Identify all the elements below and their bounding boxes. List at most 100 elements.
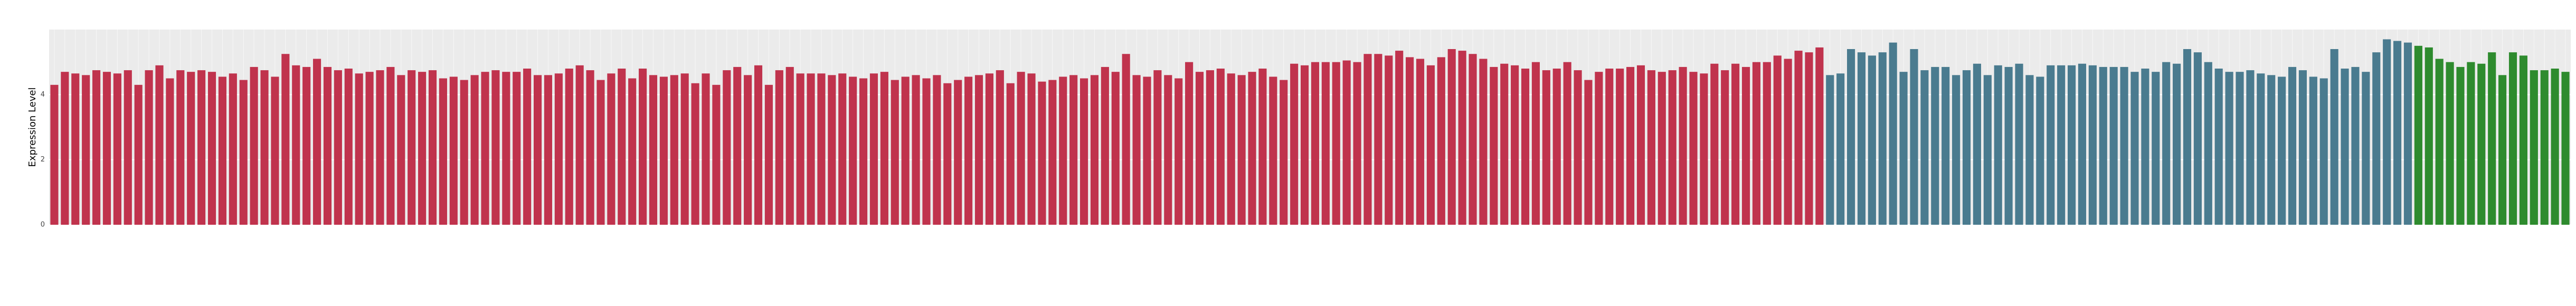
bar — [1175, 78, 1183, 225]
bar — [1531, 62, 1540, 225]
bar — [2446, 62, 2454, 225]
bar — [1658, 72, 1666, 225]
bar — [649, 75, 658, 225]
bar — [250, 66, 258, 225]
bar — [807, 73, 815, 225]
bar — [943, 83, 952, 225]
bar — [954, 80, 962, 225]
bar — [712, 84, 721, 225]
bar — [2519, 55, 2527, 225]
bar — [533, 75, 542, 225]
bar — [1426, 65, 1435, 225]
bar — [2278, 77, 2286, 225]
bar — [1752, 62, 1760, 225]
bar — [470, 75, 479, 225]
bar — [1027, 73, 1036, 225]
bar — [1574, 70, 1582, 225]
bar — [2298, 70, 2307, 225]
bar — [2561, 72, 2570, 225]
bar — [1521, 69, 1530, 225]
bar — [1910, 49, 1918, 225]
bar — [2183, 49, 2192, 225]
bar — [754, 65, 763, 225]
bar — [218, 77, 226, 225]
bar — [1363, 54, 1372, 225]
bar — [2530, 70, 2538, 225]
bar — [933, 75, 941, 225]
bar — [1826, 75, 1834, 225]
bar — [1227, 73, 1235, 225]
bar — [1636, 65, 1645, 225]
bar — [1185, 62, 1194, 225]
bar — [1931, 66, 1939, 225]
bar — [1111, 72, 1120, 225]
bar — [2214, 69, 2223, 225]
bar — [2372, 52, 2381, 225]
bar — [1038, 81, 1046, 225]
bar — [2319, 78, 2328, 225]
bar — [1878, 52, 1887, 225]
bar — [1721, 70, 1729, 225]
bar — [1132, 75, 1141, 225]
bar — [985, 73, 993, 225]
bar — [2351, 66, 2360, 225]
y-tick-label: 2 — [41, 156, 45, 164]
bar — [964, 77, 973, 225]
bar — [312, 59, 321, 225]
bar — [1406, 57, 1414, 225]
bar — [1836, 73, 1845, 225]
bar — [1153, 70, 1162, 225]
bar — [2498, 75, 2507, 225]
bar — [2288, 66, 2297, 225]
bar — [1731, 63, 1740, 225]
bar — [628, 78, 637, 225]
bar — [1353, 62, 1361, 225]
bar — [1237, 75, 1246, 225]
y-axis-label: Expression Level — [27, 88, 38, 167]
bar — [1048, 80, 1057, 225]
bar — [596, 80, 605, 225]
bar — [544, 75, 553, 225]
bar — [702, 73, 710, 225]
bar — [1248, 72, 1256, 225]
bar — [355, 73, 363, 225]
bar — [828, 75, 836, 225]
bar — [1626, 66, 1635, 225]
bar — [659, 77, 668, 225]
bar — [92, 70, 101, 225]
bar — [1710, 63, 1719, 225]
bar — [607, 73, 615, 225]
bar — [281, 54, 290, 225]
bar — [1006, 83, 1015, 225]
bar — [1868, 55, 1876, 225]
bar — [2246, 70, 2255, 225]
bar — [2152, 72, 2160, 225]
bar — [1805, 52, 1813, 225]
bar — [891, 80, 899, 225]
bar — [1605, 69, 1614, 225]
bar — [575, 65, 584, 225]
bar — [113, 73, 121, 225]
bar — [1090, 75, 1099, 225]
bar — [2141, 69, 2149, 225]
bar — [260, 70, 269, 225]
bar — [187, 72, 195, 225]
bar — [166, 78, 174, 225]
bar — [1500, 63, 1509, 225]
bar — [2173, 63, 2181, 225]
bar — [1374, 54, 1382, 225]
bar — [1290, 63, 1299, 225]
bar — [1973, 63, 1981, 225]
bar — [723, 70, 731, 225]
bar — [764, 84, 773, 225]
bar — [1920, 70, 1929, 225]
bar — [1206, 70, 1214, 225]
bar — [912, 75, 920, 225]
bar — [1395, 51, 1404, 225]
bar — [302, 66, 311, 225]
bar — [2435, 59, 2444, 225]
bar — [271, 77, 279, 225]
bar — [365, 72, 374, 225]
bar — [155, 65, 164, 225]
bar — [2057, 65, 2066, 225]
